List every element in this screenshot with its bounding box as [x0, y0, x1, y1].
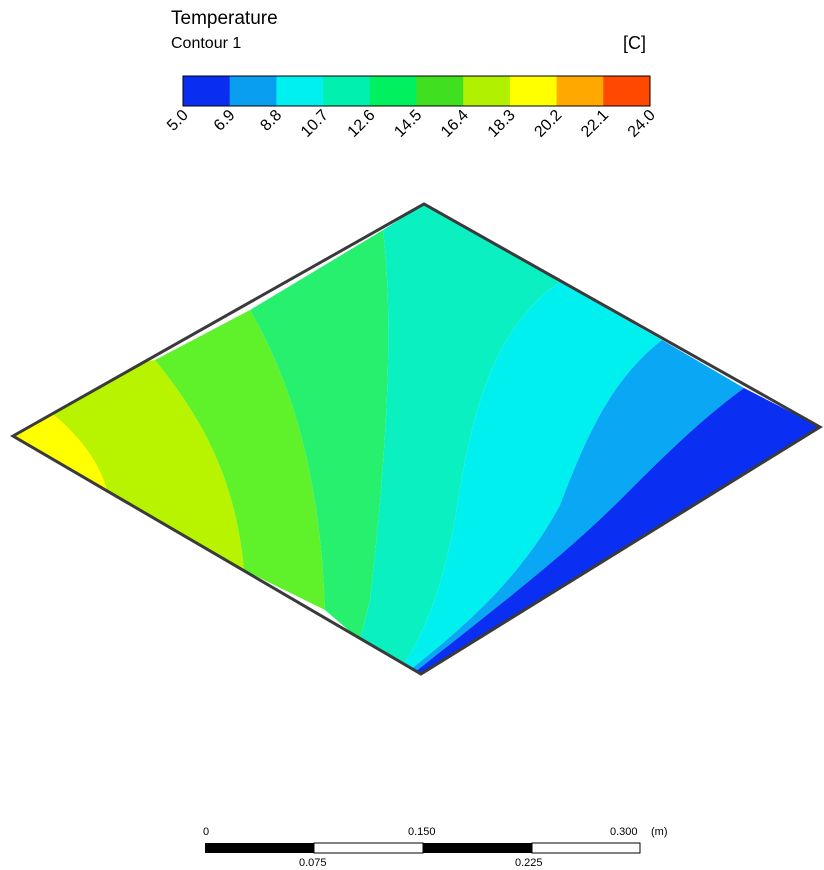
- legend-swatch: [556, 76, 604, 106]
- contour-band-14: [250, 230, 389, 640]
- legend-swatch: [463, 76, 511, 106]
- legend-tick-label: 18.3: [485, 107, 519, 141]
- legend-title: Temperature: [171, 8, 278, 29]
- domain-outline: [9, 202, 823, 676]
- scale-label-0300: 0.300: [610, 826, 638, 838]
- legend-unit: [C]: [623, 33, 647, 53]
- contour-plot: [9, 202, 823, 676]
- legend-swatch: [323, 76, 371, 106]
- legend-swatch: [416, 76, 464, 106]
- legend-swatch: [276, 76, 324, 106]
- legend-tick-label: 22.1: [578, 107, 612, 141]
- legend-color-bar: [182, 75, 651, 107]
- legend-swatch: [369, 76, 417, 106]
- scale-label-0150: 0.150: [408, 826, 436, 838]
- legend-tick-label: 12.6: [345, 107, 379, 141]
- scale-bar: 0 0.150 0.300 (m) 0.075 0.225: [203, 826, 668, 869]
- contour-band-10: [400, 282, 662, 670]
- legend-swatch: [509, 76, 558, 106]
- legend-swatch: [183, 76, 231, 106]
- contour-band-12: [360, 204, 560, 670]
- legend-swatch: [603, 76, 651, 106]
- contour-band-18: [40, 360, 244, 570]
- scale-label-0: 0: [203, 826, 209, 838]
- legend-tick-label: 6.9: [211, 107, 239, 135]
- legend-swatch: [229, 76, 277, 106]
- legend-tick-label: 24.0: [625, 107, 659, 141]
- legend-tick-label: 14.5: [391, 107, 425, 141]
- contour-band-16: [155, 310, 325, 610]
- contour-band-8: [410, 340, 744, 672]
- scale-label-0225: 0.225: [515, 857, 543, 869]
- legend-tick-label: 16.4: [438, 107, 472, 141]
- legend-tick-label: 20.2: [531, 107, 565, 141]
- scale-unit: (m): [651, 826, 668, 838]
- legend-subtitle: Contour 1: [171, 35, 242, 52]
- scale-label-0075: 0.075: [299, 857, 327, 869]
- contour-band-6: [415, 388, 820, 674]
- legend-tick-label: 5.0: [164, 107, 192, 135]
- legend-tick-label: 8.8: [257, 107, 285, 135]
- legend-tick-label: 10.7: [298, 107, 332, 141]
- legend-tick-labels: 5.0 6.9 8.8 10.7 12.6 14.5 16.4 18.3 20.2 22.1 24.…: [164, 107, 659, 141]
